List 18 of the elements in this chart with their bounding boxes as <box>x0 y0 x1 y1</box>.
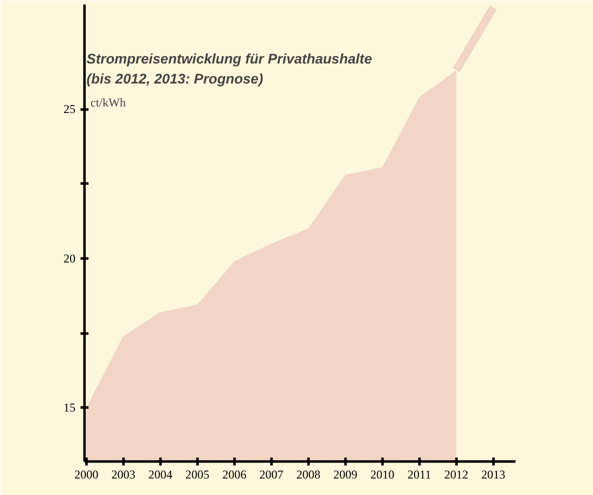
x-tick-label: 2006 <box>222 468 246 482</box>
text: Strompreisentwicklung für Privathaushalte <box>86 50 372 66</box>
x-tick-label: 2012 <box>444 468 468 482</box>
x-tick-label: 2007 <box>259 468 284 482</box>
x-tick-label: 2003 <box>111 468 136 482</box>
x-tick-label: 2004 <box>148 468 172 482</box>
y-tick-label: 25 <box>64 102 76 116</box>
x-tick-label: 2013 <box>481 468 506 482</box>
x-tick-label: 2000 <box>74 468 98 482</box>
text: (bis 2012, 2013: Prognose) <box>86 70 264 86</box>
y-axis-title: ct/kWh <box>90 96 126 110</box>
x-tick-label: 2009 <box>333 468 358 482</box>
y-tick-label: 20 <box>64 251 76 266</box>
x-tick-label: 2011 <box>408 468 432 482</box>
x-tick-label: 2008 <box>296 468 320 482</box>
x-tick-label: 2010 <box>370 468 394 482</box>
y-tick-label: 15 <box>64 400 76 415</box>
x-tick-label: 2005 <box>185 468 210 482</box>
